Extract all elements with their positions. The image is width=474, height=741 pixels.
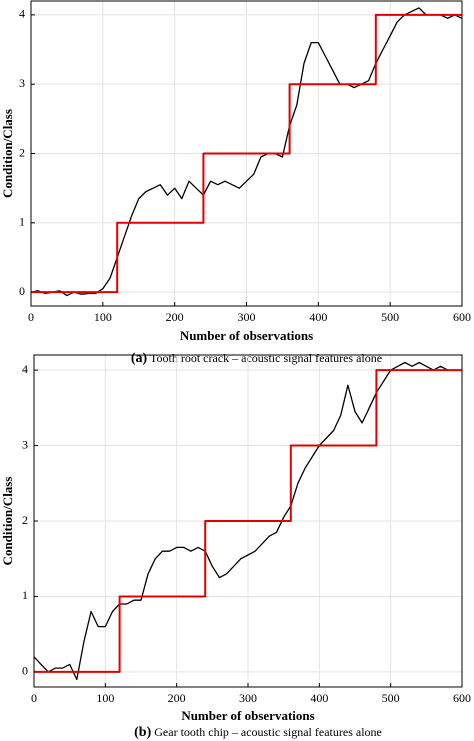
plot-frame: [30, 0, 463, 307]
caption-label: (a): [131, 351, 148, 366]
x-tick-label: 300: [238, 310, 256, 324]
x-axis-label: Number of observations: [181, 708, 314, 723]
caption: (a) Tooth root crack – acoustic signal f…: [131, 351, 382, 366]
x-tick-label: 400: [310, 691, 328, 705]
x-tick-label: 600: [453, 310, 471, 324]
data-line: [31, 13, 462, 294]
x-tick-label: 0: [31, 691, 37, 705]
caption: (b) Gear tooth chip – acoustic signal fe…: [134, 725, 382, 740]
y-tick-label: 2: [22, 513, 28, 527]
x-tick-label: 500: [381, 310, 399, 324]
data-line: [30, 7, 463, 297]
y-tick-label: 2: [19, 145, 25, 159]
y-axis-label: Condition/Class: [0, 109, 15, 198]
caption-text: Tooth root crack – acoustic signal featu…: [150, 351, 382, 365]
plot-frame: [33, 354, 463, 688]
y-tick-label: 3: [19, 76, 25, 90]
caption-label: (b): [134, 725, 151, 740]
x-tick-label: 300: [239, 691, 257, 705]
y-tick-label: 0: [19, 284, 25, 298]
x-tick-label: 500: [382, 691, 400, 705]
y-tick-label: 4: [19, 7, 25, 21]
x-tick-label: 600: [453, 691, 471, 705]
x-axis-label: Number of observations: [180, 328, 313, 343]
x-tick-label: 400: [309, 310, 327, 324]
x-tick-label: 200: [166, 310, 184, 324]
x-tick-label: 200: [168, 691, 186, 705]
x-tick-label: 0: [28, 310, 34, 324]
y-axis-label: Condition/Class: [0, 477, 15, 566]
caption-text: Gear tooth chip – acoustic signal featur…: [154, 725, 382, 739]
y-tick-label: 3: [22, 437, 28, 451]
y-tick-label: 0: [22, 664, 28, 678]
x-tick-label: 100: [96, 691, 114, 705]
data-line: [34, 369, 462, 673]
x-tick-label: 100: [94, 310, 112, 324]
y-tick-label: 1: [22, 588, 28, 602]
y-tick-label: 1: [19, 215, 25, 229]
y-tick-label: 4: [22, 362, 28, 376]
